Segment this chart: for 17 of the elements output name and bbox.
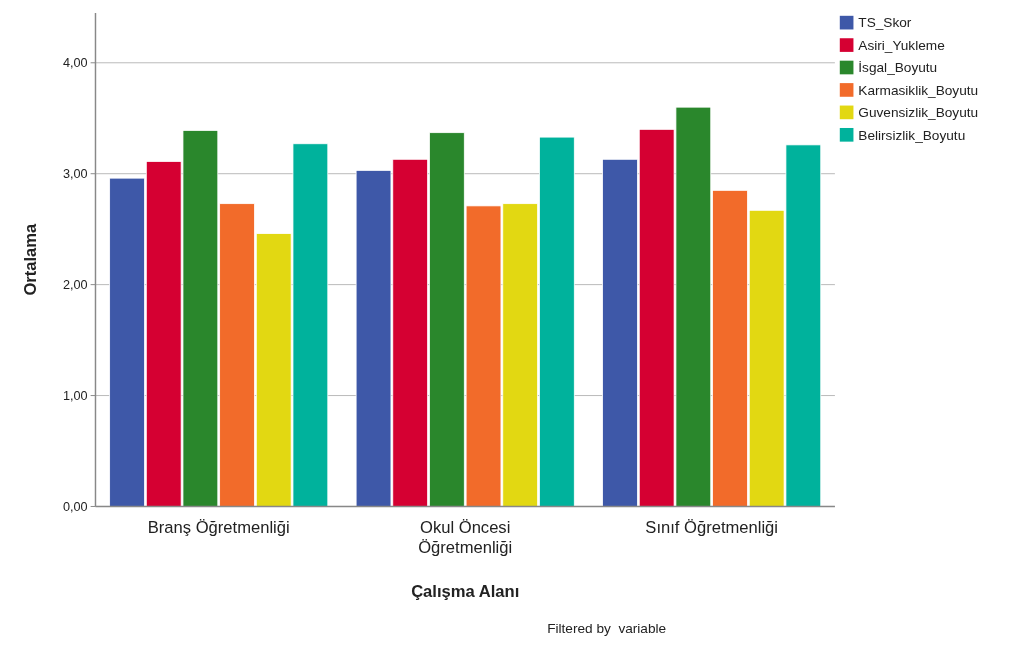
x-tick-label: Branş Öğretmenliği — [147, 517, 290, 537]
y-tick-label: 3,00 — [63, 167, 88, 182]
y-tick-label: 1,00 — [63, 389, 88, 403]
legend-label: Guvensizlik_Boyutu — [858, 105, 979, 121]
legend-label: Belirsizlik_Boyutu — [858, 127, 966, 143]
y-tick-label: 2,00 — [63, 278, 88, 293]
y-tick-label: 0,00 — [63, 499, 88, 514]
legend-label: Asiri_Yukleme — [858, 37, 945, 53]
legend-label: TS_Skor — [858, 15, 912, 31]
y-tick-label: 4,00 — [63, 56, 88, 71]
legend-label: Karmasiklik_Boyutu — [858, 82, 979, 98]
y-axis-title: Ortalama — [20, 222, 40, 296]
x-tick-label: Okul Öncesi Öğretmenliği — [418, 517, 513, 558]
x-axis-title: Çalışma Alanı — [411, 582, 520, 602]
text: Filtered by variable — [547, 621, 667, 637]
legend-label: İsgal_Boyutu — [858, 60, 938, 76]
x-tick-label: Sınıf Öğretmenliği — [645, 517, 779, 537]
